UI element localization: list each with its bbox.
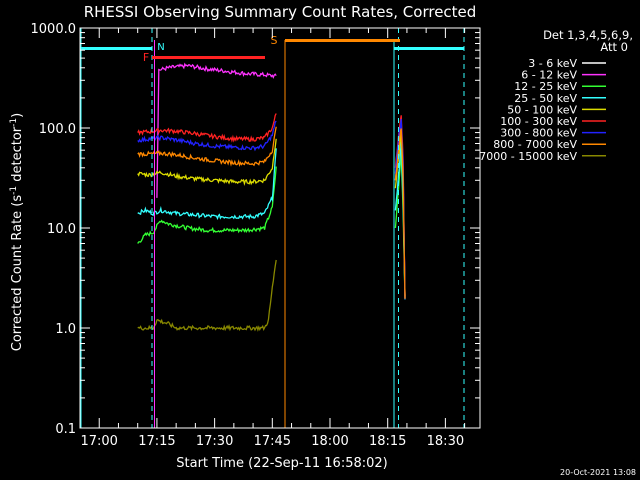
legend-entry-label: 800 - 7000 keV (493, 138, 577, 151)
legend-entry-label: 12 - 25 keV (514, 80, 577, 93)
legend-entry-label: 7000 - 15000 keV (479, 150, 577, 163)
y-tick-label: 0.1 (55, 422, 76, 437)
y-axis-label: Corrected Count Rate (s-1 detector-1) (9, 113, 25, 351)
x-tick-label: 18:30 (427, 434, 464, 449)
y-axis-label-sup1: -1 (9, 186, 19, 195)
legend-header-detectors: Det 1,3,4,5,6,9, (543, 28, 633, 42)
chart-title: RHESSI Observing Summary Count Rates, Co… (84, 3, 477, 21)
legend-header-attenuator: Att 0 (600, 40, 628, 54)
footer-timestamp: 20-Oct-2021 13:08 (560, 468, 636, 477)
x-tick-label: 17:45 (254, 434, 291, 449)
legend-entry-label: 25 - 50 keV (514, 92, 577, 105)
legend-entry-label: 6 - 12 keV (521, 69, 577, 82)
saa-flag-label: S (271, 34, 278, 47)
axes: 0.1 1.0 10.0 100.0 1000.0 17:00 17:15 17:30 17:4… (31, 22, 481, 449)
y-tick-label: 10.0 (47, 222, 76, 237)
legend-entry-label: 50 - 100 keV (507, 103, 577, 116)
series-line-7 (137, 126, 406, 299)
y-tick-label: 100.0 (39, 122, 76, 137)
legend-entry-label: 300 - 800 keV (500, 127, 577, 140)
y-axis-label-main: Corrected Count Rate (s (10, 195, 25, 352)
y-axis-label-sup2: -1 (9, 118, 19, 127)
x-axis-label: Start Time (22-Sep-11 16:58:02) (176, 456, 387, 471)
legend-entry-label: 100 - 300 keV (500, 115, 577, 128)
plot-overlays: F S N (80, 28, 465, 428)
series-line-8 (137, 259, 277, 332)
y-tick-label: 1.0 (55, 322, 76, 337)
plot-area (137, 42, 406, 332)
x-tick-label: 17:15 (138, 434, 175, 449)
flare-flag-label: F (143, 51, 149, 64)
y-axis-label-end: ) (10, 113, 25, 118)
legend-entry-label: 3 - 6 keV (528, 57, 577, 70)
x-tick-label: 18:15 (369, 434, 406, 449)
x-tick-label: 17:00 (80, 434, 117, 449)
x-tick-label: 17:30 (196, 434, 233, 449)
x-tick-label: 18:00 (311, 434, 348, 449)
y-axis-label-mid: detector (10, 126, 25, 186)
y-tick-label: 1000.0 (31, 22, 77, 37)
night-flag-label: N (157, 42, 164, 53)
